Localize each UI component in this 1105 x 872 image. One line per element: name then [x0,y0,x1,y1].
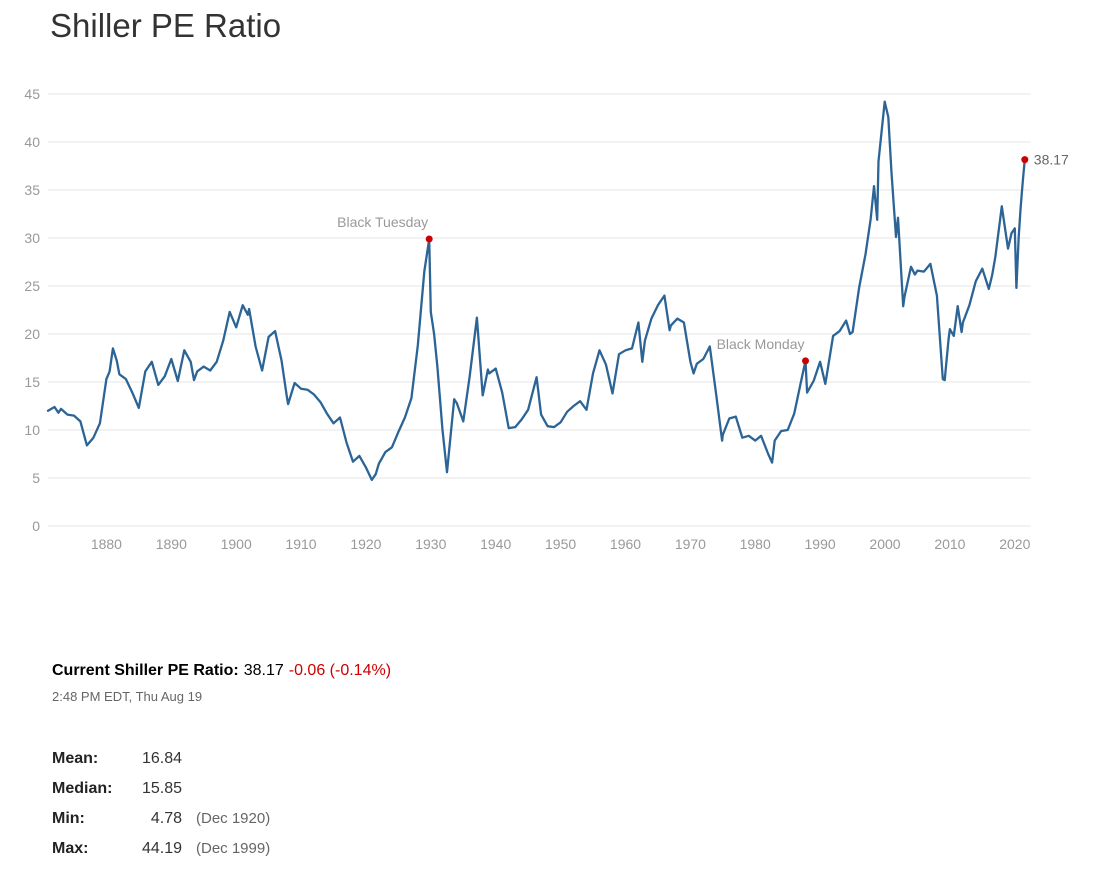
last-value-label: 38.17 [1034,152,1069,168]
annotation-label: Black Tuesday [337,214,428,230]
page-title: Shiller PE Ratio [50,7,282,44]
x-tick-label: 1890 [156,536,187,552]
stat-label: Min: [52,810,85,827]
x-tick-label: 1960 [610,536,641,552]
stat-value: 4.78 [150,810,182,827]
stat-row-mean: Mean: 16.84 [52,750,1105,768]
x-tick-label: 2010 [934,536,965,552]
stat-note: (Dec 1920) [196,810,271,827]
stat-note: (Dec 1999) [196,840,271,857]
y-tick-label: 30 [24,230,40,246]
x-tick-label: 1990 [805,536,836,552]
chart-canvas: 0 5 10 15 20 25 30 35 40 45 1880 1890 1900 1910 1920 19… [24,86,1069,552]
x-tick-label: 1910 [285,536,316,552]
x-tick-label: 1900 [221,536,252,552]
y-tick-label: 10 [24,422,40,438]
stat-value: 16.84 [141,750,182,767]
stats-table: Mean: 16.84 Median: 15.85 Min: 4.78 (Dec… [52,750,1105,858]
y-tick-label: 0 [32,518,40,534]
x-tick-label: 1930 [415,536,446,552]
event-marker-dot [425,235,433,243]
stat-row-min: Min: 4.78 (Dec 1920) [52,810,1105,828]
stat-label: Mean: [52,750,99,767]
y-tick-label: 20 [24,326,40,342]
current-ratio-line: Current Shiller PE Ratio: 38.17 -0.06 (-0.… [52,662,1105,680]
stat-label: Max: [52,840,89,857]
shiller-pe-chart: 0 5 10 15 20 25 30 35 40 45 1880 1890 1900 1910 1920 19… [0,82,1105,567]
x-tick-label: 1920 [350,536,381,552]
current-ratio-change: -0.06 (-0.14%) [288,662,392,679]
x-tick-label: 1880 [91,536,122,552]
stat-value: 15.85 [141,780,182,797]
event-marker-dot [802,357,809,365]
y-tick-label: 5 [32,470,40,486]
x-tick-label: 2000 [869,536,900,552]
x-tick-label: 1970 [675,536,706,552]
y-tick-label: 25 [24,278,40,294]
stat-row-max: Max: 44.19 (Dec 1999) [52,840,1105,858]
annotation-label: Black Monday [717,336,805,352]
x-tick-label: 2020 [999,536,1030,552]
pe-ratio-line [46,100,1026,482]
stat-row-median: Median: 15.85 [52,780,1105,798]
x-tick-label: 1950 [545,536,576,552]
y-tick-label: 40 [24,134,40,150]
current-ratio-value: 38.17 [243,662,284,679]
y-tick-label: 35 [24,182,40,198]
y-tick-label: 15 [24,374,40,390]
current-ratio-label: Current Shiller PE Ratio: [52,662,239,679]
stat-value: 44.19 [141,840,182,857]
y-tick-label: 45 [24,86,40,102]
last-value-dot [1021,156,1029,164]
stat-label: Median: [52,780,113,797]
x-tick-label: 1940 [480,536,511,552]
timestamp: 2:48 PM EDT, Thu Aug 19 [52,689,203,704]
x-tick-label: 1980 [740,536,771,552]
